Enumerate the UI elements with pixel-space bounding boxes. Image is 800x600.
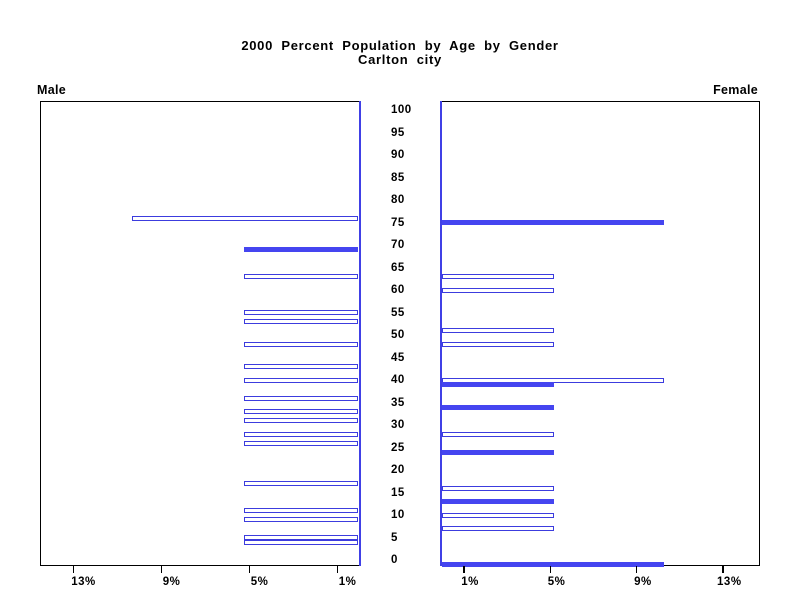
age-axis-label-65: 65 bbox=[391, 261, 405, 274]
bar-male-age-33 bbox=[244, 409, 359, 414]
chart-title: 2000 Percent Population by Age by Gender… bbox=[0, 39, 800, 67]
bar-female-age-75 bbox=[441, 220, 664, 225]
bar-male-age-17 bbox=[244, 481, 359, 486]
age-axis-label-20: 20 bbox=[391, 464, 405, 476]
bar-female-age-39 bbox=[441, 382, 554, 387]
age-axis-label-40: 40 bbox=[391, 374, 405, 386]
bar-male-age-69 bbox=[244, 247, 359, 252]
bar-female-age-34 bbox=[441, 404, 554, 410]
age-axis-label-60: 60 bbox=[391, 284, 405, 296]
female-plot-frame bbox=[440, 101, 760, 566]
bar-male-age-11 bbox=[244, 508, 359, 513]
pct-tick-label-male-1: 1% bbox=[338, 576, 357, 588]
age-axis-label-10: 10 bbox=[391, 509, 405, 521]
bar-female-age-60 bbox=[441, 287, 554, 293]
pct-tick-male-9 bbox=[160, 566, 162, 573]
bar-male-age-55 bbox=[244, 310, 359, 315]
bar-female-age-48 bbox=[441, 341, 554, 347]
age-axis-label-95: 95 bbox=[391, 126, 405, 139]
chart-title-line1: 2000 Percent Population by Age by Gender bbox=[241, 38, 559, 53]
pct-tick-male-1 bbox=[336, 566, 338, 573]
bar-female-age-63 bbox=[441, 274, 554, 279]
age-axis-label-90: 90 bbox=[391, 149, 405, 161]
age-axis-label-5: 5 bbox=[391, 531, 398, 544]
bar-female-age-7 bbox=[441, 526, 554, 531]
bar-male-age-43 bbox=[244, 364, 359, 369]
age-axis-label-35: 35 bbox=[391, 396, 405, 409]
female-panel-label: Female bbox=[713, 83, 758, 97]
pct-tick-female-5 bbox=[549, 566, 551, 573]
bar-male-age-4 bbox=[244, 539, 359, 545]
bar-female-age-13 bbox=[441, 499, 554, 504]
bar-male-age-9 bbox=[244, 517, 359, 522]
age-axis-label-80: 80 bbox=[391, 194, 405, 206]
pct-tick-female-1 bbox=[463, 566, 465, 573]
male-plot-frame bbox=[40, 101, 360, 566]
pct-tick-label-male-13: 13% bbox=[71, 576, 96, 588]
bar-male-age-63 bbox=[244, 274, 359, 279]
bar-female-age-24 bbox=[441, 449, 554, 455]
age-axis-label-15: 15 bbox=[391, 486, 405, 499]
bar-female-age-16 bbox=[441, 485, 554, 491]
male-panel-label: Male bbox=[37, 83, 66, 97]
age-axis-label-45: 45 bbox=[391, 351, 405, 364]
pct-tick-label-female-5: 5% bbox=[547, 576, 566, 588]
chart-title-line2: Carlton city bbox=[358, 52, 442, 67]
bar-female-age-10 bbox=[441, 512, 554, 518]
pct-tick-label-female-13: 13% bbox=[717, 576, 742, 588]
bar-male-age-26 bbox=[244, 440, 359, 446]
bar-male-age-28 bbox=[244, 431, 359, 437]
age-axis-label-100: 100 bbox=[391, 104, 412, 116]
age-axis-label-55: 55 bbox=[391, 306, 405, 319]
age-axis-label-0: 0 bbox=[391, 554, 398, 566]
bar-female-age-51 bbox=[441, 328, 554, 333]
bar-female-age-28 bbox=[441, 431, 554, 437]
age-axis-label-50: 50 bbox=[391, 329, 405, 341]
age-axis-label-70: 70 bbox=[391, 239, 405, 251]
pct-tick-female-9 bbox=[635, 566, 638, 573]
age-axis-label-25: 25 bbox=[391, 441, 405, 454]
pct-tick-label-male-9: 9% bbox=[162, 576, 181, 588]
age-axis-label-75: 75 bbox=[391, 216, 405, 229]
bar-male-age-76 bbox=[131, 215, 359, 221]
female-zero-axis-line bbox=[439, 101, 442, 566]
bar-female-age-0 bbox=[441, 562, 664, 568]
bar-male-age-40 bbox=[244, 377, 359, 383]
pct-tick-label-female-9: 9% bbox=[634, 576, 652, 588]
bar-male-age-53 bbox=[244, 319, 359, 324]
pct-tick-male-5 bbox=[248, 566, 250, 573]
age-axis-label-85: 85 bbox=[391, 171, 405, 184]
pct-tick-label-female-1: 1% bbox=[461, 576, 479, 588]
pct-tick-female-13 bbox=[722, 566, 724, 573]
age-axis-label-30: 30 bbox=[391, 419, 405, 431]
male-zero-axis-line bbox=[358, 101, 361, 566]
bar-male-age-48 bbox=[244, 341, 359, 347]
pct-tick-male-13 bbox=[72, 566, 74, 573]
pct-tick-label-male-5: 5% bbox=[250, 576, 269, 588]
bar-male-age-31 bbox=[244, 418, 359, 423]
bar-male-age-36 bbox=[244, 395, 359, 401]
